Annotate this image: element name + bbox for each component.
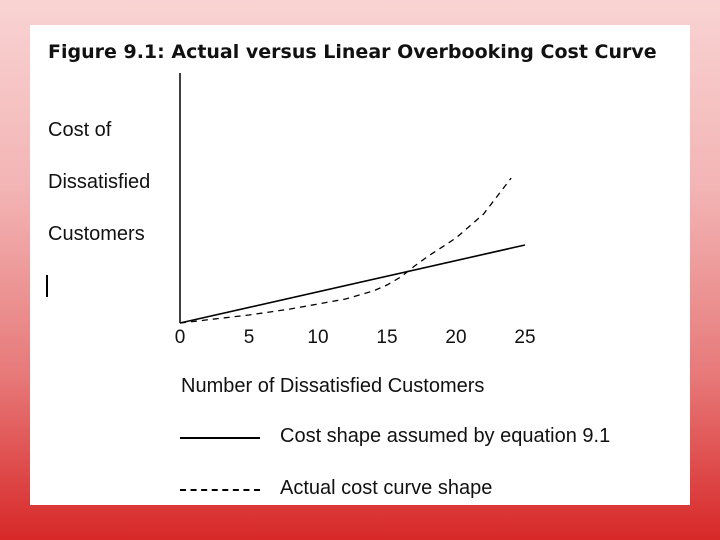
series-line-linear — [179, 244, 526, 324]
y-axis-label-line-2: Dissatisfied — [48, 171, 151, 193]
series-line-actual — [179, 177, 512, 324]
x-tick-label: 0 — [175, 327, 186, 348]
plot-area: 0 5 10 15 20 25 — [175, 73, 536, 348]
chart-title: Figure 9.1: Actual versus Linear Overboo… — [48, 41, 657, 63]
x-tick-label: 15 — [376, 327, 397, 348]
x-tick-layer: 0 5 10 15 20 25 — [175, 327, 536, 348]
x-tick-label: 20 — [445, 327, 466, 348]
text-cursor-mark — [46, 275, 48, 297]
y-axis-label-line-3: Customers — [48, 223, 145, 245]
figure-panel: Figure 9.1: Actual versus Linear Overboo… — [30, 25, 690, 505]
legend-label-actual: Actual cost curve shape — [280, 477, 493, 499]
series-layer — [179, 177, 526, 324]
x-axis-label: Number of Dissatisfied Customers — [181, 375, 485, 397]
legend-swatch-solid — [180, 437, 260, 439]
y-axis-label-line-1: Cost of — [48, 119, 112, 141]
x-tick-label: 10 — [307, 327, 328, 348]
x-tick-label: 5 — [244, 327, 255, 348]
legend-swatch-dashed — [180, 489, 260, 491]
x-tick-label: 25 — [514, 327, 535, 348]
legend-label-linear: Cost shape assumed by equation 9.1 — [280, 425, 611, 447]
